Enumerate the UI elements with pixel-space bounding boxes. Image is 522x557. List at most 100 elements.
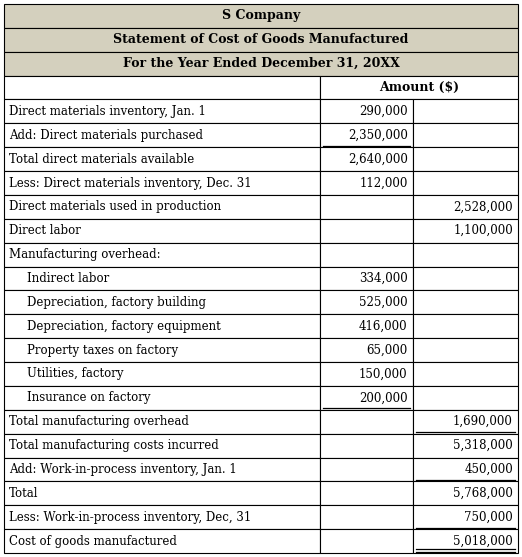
Text: Less: Direct materials inventory, Dec. 31: Less: Direct materials inventory, Dec. 3… [9, 177, 252, 189]
Text: 65,000: 65,000 [366, 344, 408, 356]
Bar [4, 410, 320, 434]
Bar [4, 386, 320, 410]
Bar [320, 147, 412, 171]
Bar [320, 457, 412, 481]
Bar [320, 195, 412, 219]
Bar [4, 434, 320, 457]
Bar [4, 267, 320, 290]
Bar [4, 28, 518, 52]
Bar [412, 100, 518, 123]
Text: S Company: S Company [222, 9, 300, 22]
Bar [320, 505, 412, 529]
Text: Utilities, factory: Utilities, factory [27, 368, 124, 380]
Text: Total manufacturing overhead: Total manufacturing overhead [9, 415, 189, 428]
Bar [320, 362, 412, 386]
Bar [320, 529, 412, 553]
Bar [4, 505, 320, 529]
Bar [4, 314, 320, 338]
Bar [320, 76, 518, 100]
Bar [4, 290, 320, 314]
Bar [412, 481, 518, 505]
Bar [320, 314, 412, 338]
Text: 1,690,000: 1,690,000 [453, 415, 513, 428]
Bar [412, 457, 518, 481]
Text: Manufacturing overhead:: Manufacturing overhead: [9, 248, 161, 261]
Text: 5,318,000: 5,318,000 [453, 439, 513, 452]
Bar [4, 4, 518, 28]
Text: Statement of Cost of Goods Manufactured: Statement of Cost of Goods Manufactured [113, 33, 409, 46]
Text: 1,100,000: 1,100,000 [453, 224, 513, 237]
Bar [412, 123, 518, 147]
Bar [4, 171, 320, 195]
Bar [320, 267, 412, 290]
Text: 200,000: 200,000 [359, 392, 408, 404]
Text: Total: Total [9, 487, 39, 500]
Text: Depreciation, factory building: Depreciation, factory building [27, 296, 206, 309]
Bar [4, 529, 320, 553]
Bar [320, 386, 412, 410]
Bar [412, 505, 518, 529]
Bar [4, 123, 320, 147]
Text: 2,640,000: 2,640,000 [348, 153, 408, 165]
Bar [4, 481, 320, 505]
Text: 416,000: 416,000 [359, 320, 408, 333]
Text: Indirect labor: Indirect labor [27, 272, 109, 285]
Bar [412, 314, 518, 338]
Bar [412, 243, 518, 267]
Bar [412, 362, 518, 386]
Text: 334,000: 334,000 [359, 272, 408, 285]
Text: 112,000: 112,000 [359, 177, 408, 189]
Text: Property taxes on factory: Property taxes on factory [27, 344, 178, 356]
Bar [4, 219, 320, 243]
Text: Depreciation, factory equipment: Depreciation, factory equipment [27, 320, 221, 333]
Bar [320, 410, 412, 434]
Bar [412, 290, 518, 314]
Bar [4, 100, 320, 123]
Bar [320, 219, 412, 243]
Bar [4, 243, 320, 267]
Text: 150,000: 150,000 [359, 368, 408, 380]
Text: Direct labor: Direct labor [9, 224, 81, 237]
Text: 290,000: 290,000 [359, 105, 408, 118]
Text: 750,000: 750,000 [464, 511, 513, 524]
Bar [4, 147, 320, 171]
Text: Direct materials used in production: Direct materials used in production [9, 201, 221, 213]
Bar [412, 219, 518, 243]
Bar [412, 267, 518, 290]
Text: Add: Direct materials purchased: Add: Direct materials purchased [9, 129, 203, 142]
Text: 2,350,000: 2,350,000 [348, 129, 408, 142]
Text: 525,000: 525,000 [359, 296, 408, 309]
Text: For the Year Ended December 31, 20XX: For the Year Ended December 31, 20XX [123, 57, 399, 70]
Bar [412, 386, 518, 410]
Bar [412, 147, 518, 171]
Text: 450,000: 450,000 [464, 463, 513, 476]
Bar [320, 290, 412, 314]
Text: Insurance on factory: Insurance on factory [27, 392, 150, 404]
Text: 2,528,000: 2,528,000 [454, 201, 513, 213]
Text: Amount ($): Amount ($) [379, 81, 459, 94]
Bar [4, 338, 320, 362]
Bar [412, 410, 518, 434]
Bar [412, 195, 518, 219]
Bar [320, 100, 412, 123]
Bar [320, 338, 412, 362]
Bar [4, 76, 320, 100]
Text: Direct materials inventory, Jan. 1: Direct materials inventory, Jan. 1 [9, 105, 206, 118]
Text: Total manufacturing costs incurred: Total manufacturing costs incurred [9, 439, 219, 452]
Bar [412, 434, 518, 457]
Text: 5,018,000: 5,018,000 [453, 535, 513, 548]
Text: Add: Work-in-process inventory, Jan. 1: Add: Work-in-process inventory, Jan. 1 [9, 463, 237, 476]
Bar [4, 457, 320, 481]
Bar [320, 123, 412, 147]
Bar [412, 171, 518, 195]
Bar [320, 171, 412, 195]
Bar [320, 481, 412, 505]
Bar [4, 362, 320, 386]
Text: Cost of goods manufactured: Cost of goods manufactured [9, 535, 177, 548]
Bar [412, 338, 518, 362]
Bar [4, 52, 518, 76]
Bar [320, 434, 412, 457]
Bar [412, 529, 518, 553]
Text: Total direct materials available: Total direct materials available [9, 153, 194, 165]
Bar [320, 243, 412, 267]
